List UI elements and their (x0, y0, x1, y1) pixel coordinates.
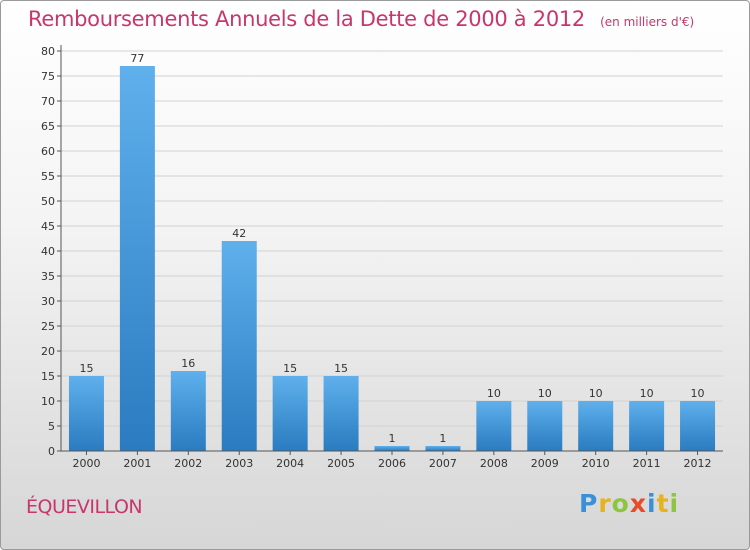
y-tick-label: 60 (41, 145, 55, 158)
bar-2006 (374, 446, 410, 451)
x-tick-label-2003: 2003 (225, 457, 253, 470)
data-label-2000: 15 (79, 362, 93, 375)
y-tick-label: 30 (41, 295, 55, 308)
data-label-2009: 10 (538, 387, 552, 400)
y-tick-label: 55 (41, 170, 55, 183)
data-label-2003: 42 (232, 227, 246, 240)
label-layer: 15 77 16 42 15 15 1 1 10 10 10 10 10 (79, 52, 704, 445)
x-tick-label-2012: 2012 (684, 457, 712, 470)
data-label-2002: 16 (181, 357, 195, 370)
y-tick-label: 25 (41, 320, 55, 333)
y-tick-label: 45 (41, 220, 55, 233)
grid-layer (61, 50, 723, 452)
logo-letter: P (579, 489, 599, 518)
bar-2007 (425, 446, 461, 451)
logo-letter: o (611, 489, 630, 518)
data-label-2006: 1 (389, 432, 396, 445)
logo-letter: i (647, 489, 657, 518)
y-tick-label: 15 (41, 370, 55, 383)
y-tick-label: 70 (41, 95, 55, 108)
bar-2004 (272, 376, 308, 451)
axis-layer: 0 5 10 15 20 25 30 35 40 45 50 55 60 65 70 75 80 2000 2001… (41, 45, 723, 470)
x-tick-label-2009: 2009 (531, 457, 559, 470)
bar-2008 (476, 401, 512, 451)
x-tick-label-2010: 2010 (582, 457, 610, 470)
x-tick-label-2011: 2011 (633, 457, 661, 470)
x-tick-label-2006: 2006 (378, 457, 406, 470)
proxiti-logo[interactable]: Proxiti (579, 489, 679, 518)
data-label-2001: 77 (130, 52, 144, 65)
data-label-2012: 10 (691, 387, 705, 400)
logo-letter: x (629, 489, 647, 518)
data-label-2005: 15 (334, 362, 348, 375)
y-tick-label: 20 (41, 345, 55, 358)
y-tick-label: 40 (41, 245, 55, 258)
bar-2010 (578, 401, 614, 451)
x-tick-label-2001: 2001 (123, 457, 151, 470)
data-label-2008: 10 (487, 387, 501, 400)
chart-title: Remboursements Annuels de la Dette de 20… (28, 7, 585, 31)
y-tick-label: 75 (41, 70, 55, 83)
y-tick-label: 80 (41, 45, 55, 58)
bar-2012 (680, 401, 716, 451)
title-row: Remboursements Annuels de la Dette de 20… (28, 7, 694, 31)
x-tick-label-2000: 2000 (72, 457, 100, 470)
data-label-2004: 15 (283, 362, 297, 375)
y-tick-label: 65 (41, 120, 55, 133)
y-tick-label: 10 (41, 395, 55, 408)
bar-layer (68, 66, 716, 451)
bar-2002 (170, 371, 206, 451)
commune-name: ÉQUEVILLON (26, 496, 143, 518)
bar-2009 (527, 401, 563, 451)
logo-letter: r (598, 489, 612, 518)
y-tick-label: 0 (48, 445, 55, 458)
logo-letter: i (669, 489, 680, 518)
y-tick-label: 50 (41, 195, 55, 208)
x-tick-label-2002: 2002 (174, 457, 202, 470)
y-tick-label: 35 (41, 270, 55, 283)
x-tick-label-2005: 2005 (327, 457, 355, 470)
y-tick-label: 5 (48, 420, 55, 433)
data-label-2007: 1 (439, 432, 446, 445)
x-tick-label-2007: 2007 (429, 457, 457, 470)
bar-2000 (68, 376, 104, 451)
bar-2003 (221, 241, 257, 451)
x-tick-label-2008: 2008 (480, 457, 508, 470)
x-tick-label-2004: 2004 (276, 457, 304, 470)
logo-letter: t (656, 489, 670, 518)
bar-2011 (629, 401, 665, 451)
bar-2005 (323, 376, 359, 451)
data-label-2010: 10 (589, 387, 603, 400)
bar-2001 (119, 66, 155, 451)
chart-subtitle: (en milliers d'€) (600, 15, 695, 29)
data-label-2011: 10 (640, 387, 654, 400)
